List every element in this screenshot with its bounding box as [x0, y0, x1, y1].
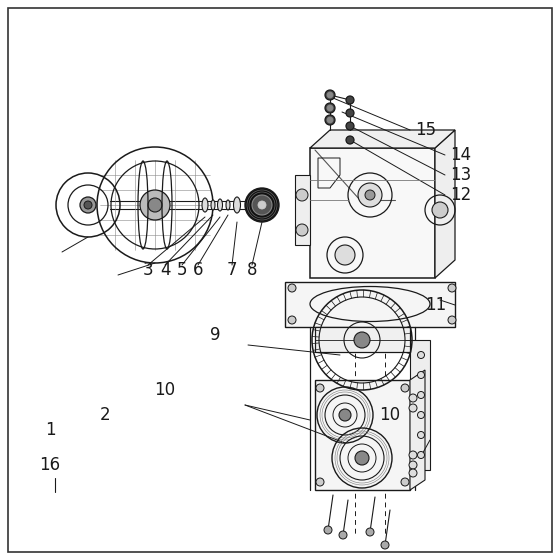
Text: 4: 4 [160, 261, 170, 279]
Circle shape [339, 531, 347, 539]
Text: 14: 14 [450, 146, 471, 164]
Bar [315, 380, 410, 490]
Circle shape [258, 201, 266, 209]
Circle shape [296, 189, 308, 201]
Circle shape [418, 371, 424, 379]
Ellipse shape [217, 199, 222, 211]
Circle shape [381, 541, 389, 549]
Polygon shape [410, 370, 425, 490]
Circle shape [401, 384, 409, 392]
Circle shape [327, 117, 333, 123]
Circle shape [325, 90, 335, 100]
Circle shape [288, 284, 296, 292]
Ellipse shape [202, 198, 208, 212]
Circle shape [346, 109, 354, 117]
Circle shape [245, 188, 279, 222]
Circle shape [316, 384, 324, 392]
Circle shape [80, 197, 96, 213]
Bar [295, 175, 310, 245]
Circle shape [252, 195, 272, 215]
Circle shape [432, 202, 448, 218]
Text: 16: 16 [39, 456, 60, 474]
Circle shape [296, 224, 308, 236]
Bar [315, 327, 410, 352]
Ellipse shape [211, 200, 215, 210]
Circle shape [325, 115, 335, 125]
Circle shape [325, 103, 335, 113]
Circle shape [335, 245, 355, 265]
Ellipse shape [226, 200, 230, 210]
Circle shape [409, 451, 417, 459]
Circle shape [448, 316, 456, 324]
Circle shape [346, 96, 354, 104]
Circle shape [401, 478, 409, 486]
Polygon shape [435, 130, 455, 278]
Ellipse shape [234, 197, 240, 213]
Circle shape [418, 412, 424, 418]
Text: 5: 5 [177, 261, 187, 279]
Circle shape [418, 352, 424, 358]
Circle shape [358, 183, 382, 207]
Circle shape [418, 391, 424, 399]
Circle shape [324, 526, 332, 534]
Circle shape [140, 190, 170, 220]
Text: 10: 10 [380, 406, 400, 424]
Circle shape [365, 190, 375, 200]
Text: 7: 7 [227, 261, 237, 279]
Bar [310, 148, 435, 278]
Circle shape [339, 409, 351, 421]
Circle shape [327, 92, 333, 98]
Text: 1: 1 [45, 421, 55, 439]
Bar [410, 340, 430, 470]
Text: 6: 6 [193, 261, 203, 279]
Text: 13: 13 [450, 166, 472, 184]
Circle shape [409, 394, 417, 402]
Bar [285, 282, 455, 327]
Circle shape [355, 451, 369, 465]
Circle shape [84, 201, 92, 209]
Text: 2: 2 [100, 406, 110, 424]
Circle shape [327, 105, 333, 111]
Polygon shape [310, 130, 455, 148]
Circle shape [346, 136, 354, 144]
Circle shape [409, 461, 417, 469]
Circle shape [448, 284, 456, 292]
Text: 15: 15 [415, 121, 436, 139]
Text: 8: 8 [247, 261, 257, 279]
Circle shape [316, 478, 324, 486]
Circle shape [148, 198, 162, 212]
Text: 12: 12 [450, 186, 472, 204]
Text: 3: 3 [143, 261, 153, 279]
Circle shape [346, 122, 354, 130]
Text: 11: 11 [425, 296, 446, 314]
Circle shape [366, 528, 374, 536]
Circle shape [409, 404, 417, 412]
Circle shape [418, 451, 424, 459]
Circle shape [418, 432, 424, 438]
Text: 10: 10 [155, 381, 176, 399]
Circle shape [288, 316, 296, 324]
Circle shape [354, 332, 370, 348]
Text: 9: 9 [210, 326, 220, 344]
Circle shape [409, 469, 417, 477]
